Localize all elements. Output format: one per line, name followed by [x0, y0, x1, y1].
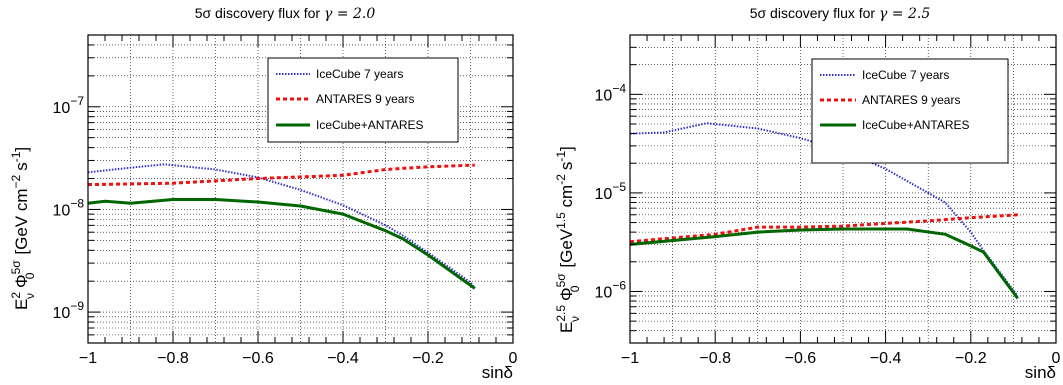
series-line-combined — [629, 227, 1019, 300]
x-tick-labels: −1 −0.8 −0.6 −0.4 −0.2 0 — [79, 350, 518, 367]
plot-frame — [629, 34, 1057, 344]
x-tick-label: −0.2 — [412, 350, 444, 367]
x-tick-label: −1 — [79, 350, 97, 367]
legend: IceCube 7 years ANTARES 9 years IceCube+… — [811, 58, 1009, 164]
y-tick-label: 10−7 — [53, 94, 85, 117]
series-line-antares — [629, 213, 1018, 244]
x-axis-label: sinδ — [1025, 363, 1056, 382]
legend-label-combined: IceCube+ANTARES — [316, 118, 424, 132]
chart-panel-gamma-2-5: 5σ discovery flux for γ = 2.5 −1 −0.8 −0.6… — [554, 5, 1061, 382]
series-line-combined — [87, 198, 476, 290]
series-line-icecube — [87, 163, 476, 289]
x-axis-label: sinδ — [482, 363, 513, 382]
y-tick-label: 10−9 — [53, 299, 85, 322]
x-tick-labels: −1 −0.8 −0.6 −0.4 −0.2 0 — [621, 350, 1061, 367]
x-tick-label: −0.6 — [785, 350, 817, 367]
chart-title: 5σ discovery flux for γ = 2.5 — [750, 5, 931, 22]
x-tick-label: −0.4 — [870, 350, 902, 367]
x-tick-label: −0.6 — [242, 350, 274, 367]
y-tick-labels: 10−6 10−5 10−4 — [595, 81, 627, 301]
legend-label-icecube: IceCube 7 years — [316, 67, 403, 81]
y-tick-label: 10−6 — [595, 278, 627, 301]
legend-label-antares: ANTARES 9 years — [862, 93, 960, 107]
x-tick-label: −0.4 — [327, 350, 359, 367]
legend: IceCube 7 years ANTARES 9 years IceCube+… — [267, 57, 459, 143]
y-axis-label: E2νΦ5σ0[GeV cm−2s-1] — [9, 147, 37, 310]
legend-label-combined: IceCube+ANTARES — [862, 118, 970, 132]
y-axis-label: E2.5νΦ5σ0[GeV1.5 cm-2s-1] — [554, 146, 582, 333]
x-tick-label: −1 — [621, 350, 639, 367]
y-tick-labels: 10−9 10−8 10−7 — [53, 94, 85, 322]
axis-ticks — [629, 35, 1057, 343]
x-tick-label: −0.2 — [955, 350, 987, 367]
legend-label-antares: ANTARES 9 years — [316, 92, 414, 106]
axis-ticks — [87, 35, 514, 343]
x-tick-label: −0.8 — [699, 350, 731, 367]
y-tick-label: 10−8 — [53, 196, 85, 219]
legend-label-icecube: IceCube 7 years — [862, 68, 949, 82]
chart-title: 5σ discovery flux for γ = 2.0 — [195, 5, 376, 22]
y-tick-label: 10−5 — [595, 180, 627, 203]
legend-box — [811, 58, 1009, 164]
chart-panel-gamma-2-0: 5σ discovery flux for γ = 2.0 −1 −0.8 −0.6… — [9, 5, 518, 382]
series-line-antares — [88, 163, 475, 186]
x-tick-label: 0 — [1052, 350, 1061, 367]
x-tick-label: 0 — [509, 350, 518, 367]
x-tick-label: −0.8 — [157, 350, 189, 367]
series-group — [87, 163, 476, 290]
y-tick-label: 10−4 — [595, 81, 627, 104]
plot-frame — [87, 34, 514, 344]
